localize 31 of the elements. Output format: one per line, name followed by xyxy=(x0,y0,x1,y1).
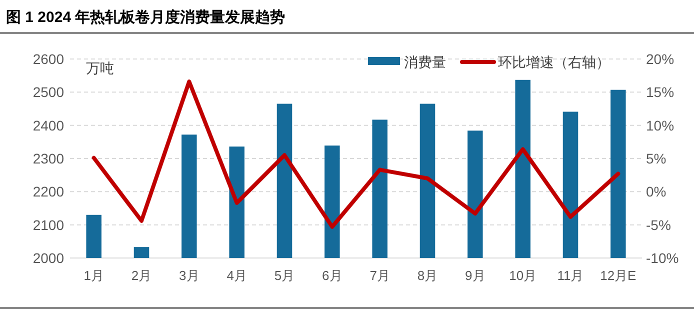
y-tick-label: 2000 xyxy=(32,250,64,266)
x-tick-label: 10月 xyxy=(509,268,537,283)
y2-tick-label: 15% xyxy=(646,84,674,100)
x-tick-label: 2月 xyxy=(131,268,152,283)
x-tick-label: 12月E xyxy=(600,268,637,283)
y-tick-label: 2300 xyxy=(32,150,64,166)
x-tick-label: 9月 xyxy=(465,268,486,283)
y2-tick-label: -5% xyxy=(646,216,671,233)
x-tick-label: 4月 xyxy=(226,268,247,283)
y2-tick-label: 10% xyxy=(646,117,674,134)
title: 图 1 2024 年热轧板卷月度消费量发展趋势 xyxy=(6,9,286,26)
y-tick-label: 2400 xyxy=(32,117,64,134)
legend-label: 消费量 xyxy=(404,54,446,70)
y-tick-label: 2500 xyxy=(32,84,64,100)
y-tick-label: 2100 xyxy=(32,216,64,233)
legend-label: 环比增速（右轴） xyxy=(498,54,610,70)
x-tick-label: 7月 xyxy=(370,268,390,283)
x-tick-label: 6月 xyxy=(322,268,342,283)
y2-tick-label: 20% xyxy=(646,51,674,67)
y2-tick-label: 5% xyxy=(646,150,666,166)
y-tick-label: 2600 xyxy=(32,51,64,67)
x-tick-label: 8月 xyxy=(417,268,438,283)
x-tick-label: 3月 xyxy=(179,268,200,283)
y-tick-label: 2200 xyxy=(32,184,64,200)
y2-tick-label: -10% xyxy=(646,250,679,266)
x-tick-label: 11月 xyxy=(557,268,584,283)
y2-tick-label: 0% xyxy=(646,184,666,200)
line-series xyxy=(92,80,620,229)
y-axis-title: 万吨 xyxy=(86,60,114,76)
x-tick-label: 1月 xyxy=(84,268,104,283)
x-tick-label: 5月 xyxy=(274,268,295,283)
